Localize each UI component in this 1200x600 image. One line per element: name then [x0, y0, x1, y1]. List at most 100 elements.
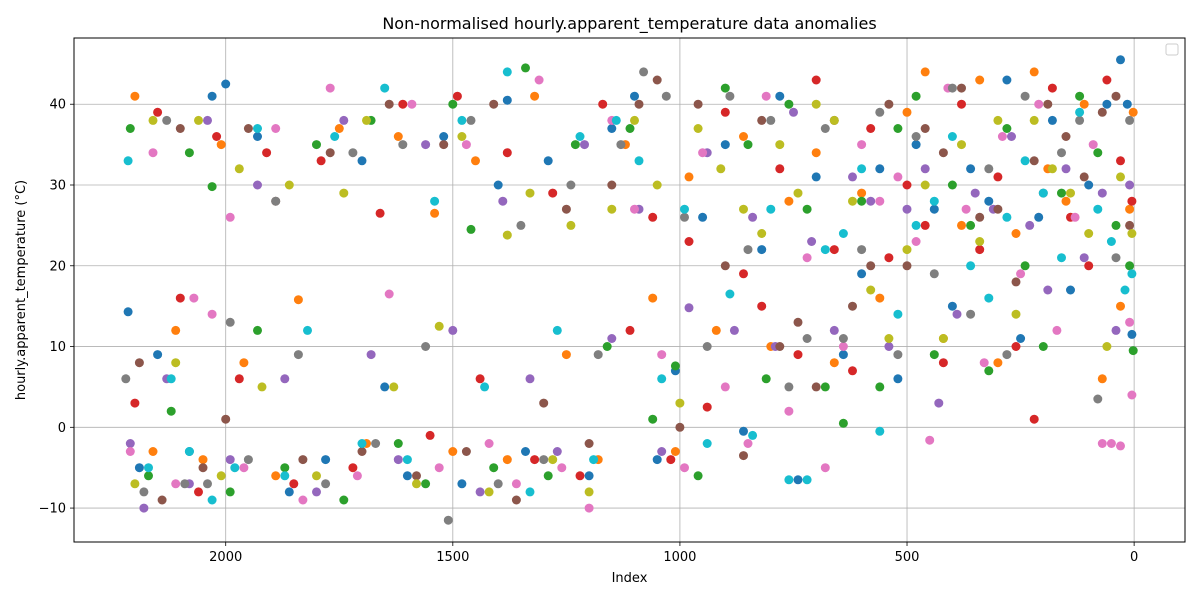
data-point: [793, 350, 803, 360]
data-point: [902, 261, 912, 271]
data-point: [125, 447, 135, 456]
data-point: [502, 230, 512, 240]
data-point: [775, 164, 785, 174]
data-point: [203, 115, 212, 125]
data-point: [375, 208, 385, 218]
data-point: [648, 414, 658, 424]
series-6: [125, 75, 1137, 513]
data-point: [125, 124, 135, 133]
data-point: [207, 495, 217, 505]
data-point: [893, 374, 903, 384]
data-point: [838, 418, 848, 428]
data-point: [502, 455, 512, 465]
data-point: [929, 269, 939, 279]
data-point: [1122, 99, 1132, 109]
data-point: [434, 321, 444, 331]
data-point: [584, 503, 594, 513]
data-point: [484, 487, 494, 497]
data-point: [325, 148, 335, 158]
data-point: [866, 261, 876, 271]
data-point: [1097, 374, 1107, 384]
data-point: [952, 309, 962, 319]
data-point: [589, 455, 599, 465]
data-point: [284, 487, 294, 497]
data-point: [961, 204, 971, 214]
data-point: [325, 83, 335, 93]
data-point: [316, 156, 326, 166]
data-point: [966, 220, 976, 230]
data-point: [393, 132, 403, 141]
data-point: [271, 471, 281, 481]
data-point: [775, 91, 785, 101]
data-point: [1127, 329, 1137, 339]
series-4: [125, 107, 1135, 513]
data-point: [312, 471, 321, 481]
data-point: [884, 334, 894, 343]
data-point: [225, 317, 235, 327]
data-point: [380, 382, 390, 392]
data-point: [947, 301, 957, 311]
data-point: [225, 487, 235, 497]
data-point: [929, 196, 939, 206]
data-point: [175, 124, 185, 133]
data-point: [984, 293, 994, 303]
data-point: [207, 182, 217, 192]
data-point: [802, 204, 812, 214]
data-point: [1116, 156, 1125, 166]
data-point: [575, 471, 585, 481]
data-point: [875, 164, 885, 174]
data-point: [938, 334, 948, 343]
data-point: [539, 455, 549, 465]
data-point: [947, 83, 957, 93]
data-point: [171, 325, 181, 335]
data-point: [221, 414, 231, 424]
data-point: [352, 471, 362, 481]
data-point: [1079, 253, 1089, 263]
data-point: [321, 479, 331, 489]
data-point: [1034, 212, 1044, 222]
data-point: [552, 447, 562, 456]
data-point: [243, 124, 253, 133]
data-point: [875, 107, 885, 117]
data-point: [439, 140, 449, 150]
data-point: [866, 196, 876, 206]
data-point: [716, 164, 726, 174]
data-point: [693, 471, 703, 481]
data-point: [1111, 91, 1121, 101]
data-point: [1111, 325, 1121, 335]
data-point: [243, 455, 253, 465]
data-point: [457, 132, 467, 141]
axis-ticks: 2000 1500 1000 500 0 −10 0 10 20 30 40: [39, 98, 1139, 565]
data-point: [502, 95, 512, 105]
data-point: [766, 115, 776, 125]
data-point: [366, 350, 376, 360]
data-point: [711, 325, 721, 335]
data-point: [720, 107, 730, 117]
y-tick-label: 10: [49, 340, 66, 355]
y-axis-label: hourly.apparent_temperature (°C): [14, 180, 29, 400]
data-point: [1020, 261, 1030, 271]
data-point: [1097, 439, 1107, 448]
data-point: [761, 91, 771, 101]
data-point: [725, 289, 735, 299]
data-point: [153, 350, 163, 360]
data-point: [1066, 285, 1075, 295]
data-point: [1127, 390, 1137, 400]
data-point: [938, 148, 948, 158]
data-point: [1102, 342, 1112, 351]
data-point: [811, 382, 821, 392]
data-point: [1125, 204, 1135, 214]
data-point: [966, 309, 976, 319]
data-point: [552, 325, 562, 335]
data-point: [1061, 132, 1071, 141]
data-point: [793, 188, 803, 198]
data-point: [702, 402, 712, 412]
data-point: [911, 237, 921, 246]
data-point: [784, 382, 794, 392]
data-point: [171, 358, 181, 368]
data-point: [1011, 229, 1021, 238]
data-point: [557, 463, 567, 473]
data-point: [439, 132, 449, 141]
data-point: [848, 172, 857, 182]
